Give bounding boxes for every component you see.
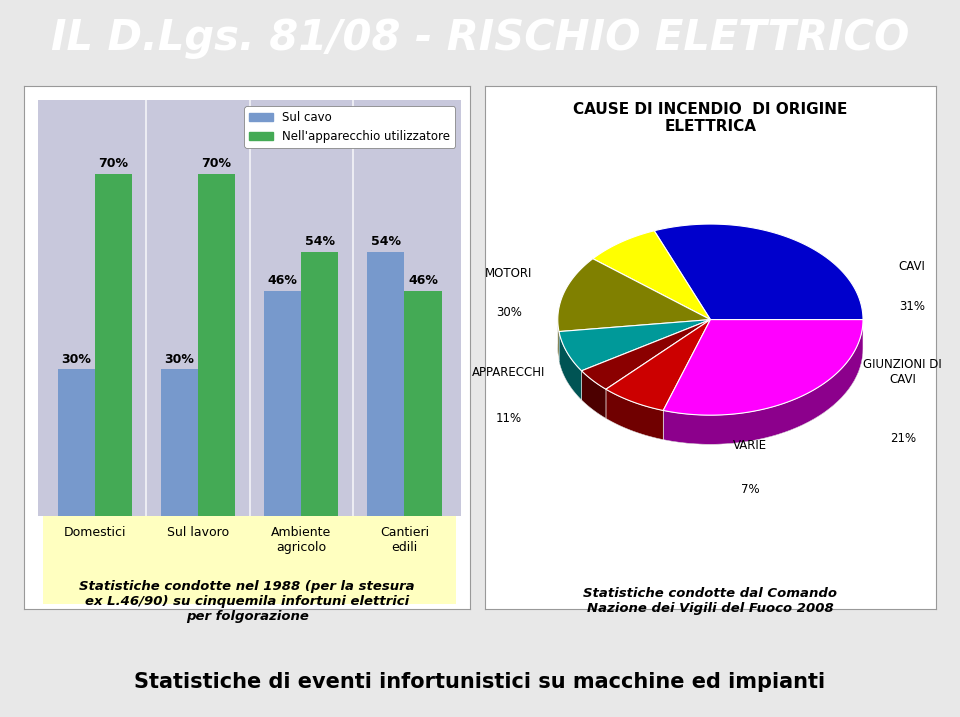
Text: 11%: 11% bbox=[495, 412, 521, 425]
Polygon shape bbox=[558, 259, 710, 331]
Text: 30%: 30% bbox=[164, 353, 194, 366]
Text: MOTORI: MOTORI bbox=[485, 267, 533, 280]
Text: CAVI: CAVI bbox=[899, 260, 925, 273]
Text: 7%: 7% bbox=[741, 483, 759, 496]
Text: Statistiche di eventi infortunistici su macchine ed impianti: Statistiche di eventi infortunistici su … bbox=[134, 672, 826, 691]
Polygon shape bbox=[606, 389, 663, 440]
Bar bbox=[58, 369, 95, 516]
FancyBboxPatch shape bbox=[43, 516, 456, 604]
Bar bbox=[161, 369, 198, 516]
Text: 54%: 54% bbox=[304, 235, 335, 248]
Text: Statistiche condotte dal Comando
Nazione dei Vigili del Fuoco 2008: Statistiche condotte dal Comando Nazione… bbox=[584, 587, 837, 615]
Text: GIUNZIONI DI
CAVI: GIUNZIONI DI CAVI bbox=[863, 358, 942, 386]
Bar bbox=[301, 252, 338, 516]
Legend: Sul cavo, Nell'apparecchio utilizzatore: Sul cavo, Nell'apparecchio utilizzatore bbox=[245, 106, 455, 148]
Ellipse shape bbox=[558, 253, 863, 445]
Polygon shape bbox=[558, 320, 559, 361]
Polygon shape bbox=[606, 320, 710, 410]
Text: 30%: 30% bbox=[61, 353, 91, 366]
Polygon shape bbox=[559, 331, 582, 400]
Polygon shape bbox=[559, 320, 710, 371]
Text: 21%: 21% bbox=[890, 432, 916, 445]
Text: VARIE: VARIE bbox=[733, 440, 767, 452]
Polygon shape bbox=[663, 320, 863, 445]
Bar bbox=[198, 174, 235, 516]
Bar bbox=[368, 252, 404, 516]
Bar bbox=[264, 291, 301, 516]
Bar bbox=[95, 174, 132, 516]
Text: Statistiche condotte nel 1988 (per la stesura
ex L.46/90) su cinquemila infortun: Statistiche condotte nel 1988 (per la st… bbox=[80, 580, 415, 622]
Text: 70%: 70% bbox=[202, 157, 231, 170]
Bar bbox=[404, 291, 442, 516]
Text: 54%: 54% bbox=[371, 235, 401, 248]
Polygon shape bbox=[582, 371, 606, 419]
Text: 30%: 30% bbox=[495, 306, 521, 319]
Polygon shape bbox=[654, 224, 863, 320]
Text: CAUSE DI INCENDIO  DI ORIGINE
ELETTRICA: CAUSE DI INCENDIO DI ORIGINE ELETTRICA bbox=[573, 102, 848, 134]
Polygon shape bbox=[663, 320, 863, 415]
Polygon shape bbox=[593, 231, 710, 320]
Text: APPARECCHI: APPARECCHI bbox=[472, 366, 545, 379]
Text: 46%: 46% bbox=[268, 275, 298, 288]
Text: 46%: 46% bbox=[408, 275, 438, 288]
Text: IL D.Lgs. 81/08 - RISCHIO ELETTRICO: IL D.Lgs. 81/08 - RISCHIO ELETTRICO bbox=[51, 16, 909, 59]
Text: 70%: 70% bbox=[98, 157, 129, 170]
Text: 31%: 31% bbox=[900, 300, 925, 313]
Polygon shape bbox=[582, 320, 710, 389]
